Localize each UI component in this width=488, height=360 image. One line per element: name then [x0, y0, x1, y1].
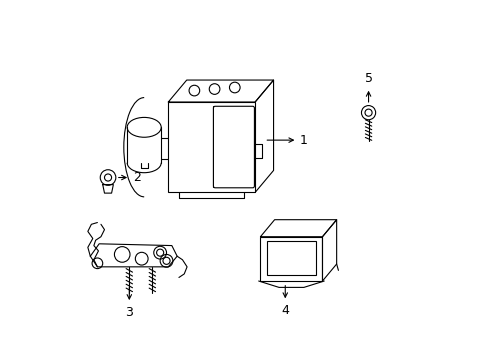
Text: 4: 4 — [281, 285, 288, 317]
Text: 3: 3 — [125, 287, 133, 319]
Text: 5: 5 — [364, 72, 372, 102]
Text: 2: 2 — [119, 171, 141, 184]
Text: 1: 1 — [266, 134, 307, 147]
FancyBboxPatch shape — [213, 106, 254, 188]
Ellipse shape — [307, 267, 316, 273]
Bar — [266, 241, 315, 275]
Bar — [260, 237, 322, 281]
Ellipse shape — [127, 117, 161, 137]
Bar — [168, 102, 255, 192]
